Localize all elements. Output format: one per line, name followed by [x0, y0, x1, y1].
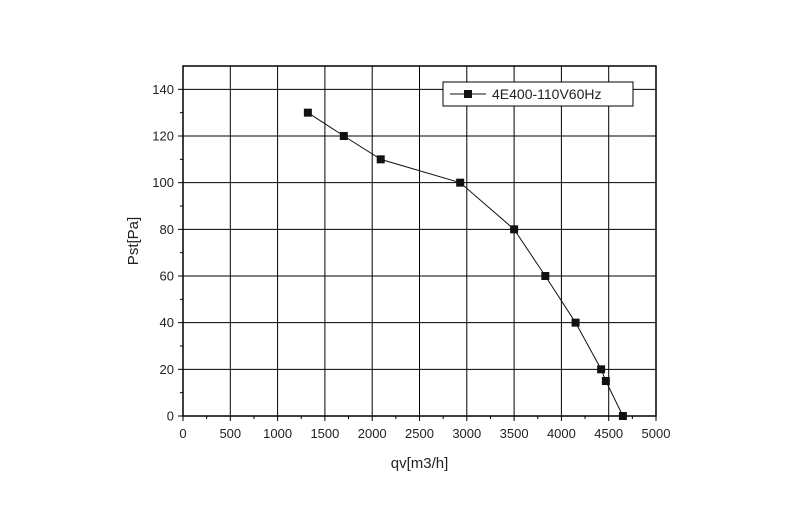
y-axis-title: Pst[Pa]	[125, 217, 142, 265]
y-tick-label: 20	[160, 362, 174, 377]
data-point	[376, 155, 385, 164]
series-line	[307, 112, 624, 417]
x-tick-label: 1500	[310, 426, 339, 441]
data-point	[510, 225, 519, 234]
y-tick-label: 80	[160, 222, 174, 237]
data-point	[618, 412, 627, 420]
y-tick-label: 100	[152, 175, 174, 190]
x-tick-label: 2500	[405, 426, 434, 441]
y-tick-label: 60	[160, 269, 174, 284]
grid-lines	[183, 66, 656, 416]
y-tick-label: 140	[152, 82, 174, 97]
data-point	[303, 108, 312, 117]
y-tick-label: 40	[160, 315, 174, 330]
x-tick-label: 3500	[500, 426, 529, 441]
y-tick-label: 0	[167, 409, 174, 424]
x-tick-label: 4000	[547, 426, 576, 441]
x-tick-label: 4500	[594, 426, 623, 441]
x-tick-label: 1000	[263, 426, 292, 441]
x-axis: 0 500 1000 1500 2000 2500 3000 3500 4000 4500 5000	[179, 416, 670, 441]
series-4e400	[303, 108, 627, 420]
x-tick-label: 500	[219, 426, 241, 441]
x-tick-label: 5000	[642, 426, 671, 441]
x-tick-label: 0	[179, 426, 186, 441]
data-point	[541, 272, 550, 280]
x-axis-title: qv[m3/h]	[391, 455, 449, 472]
data-point	[601, 377, 610, 385]
legend: 4E400-110V60Hz	[442, 81, 634, 107]
x-tick-label: 3000	[452, 426, 481, 441]
data-point	[597, 365, 606, 374]
data-point	[571, 318, 580, 327]
x-tick-label: 2000	[358, 426, 387, 441]
y-axis: 0 20 40 60 80 100 120 140	[152, 82, 183, 424]
data-point	[339, 132, 348, 140]
legend-label: 4E400-110V60Hz	[492, 86, 601, 102]
legend-marker-swatch	[464, 90, 472, 98]
data-point	[456, 178, 465, 187]
y-tick-label: 120	[152, 129, 174, 144]
